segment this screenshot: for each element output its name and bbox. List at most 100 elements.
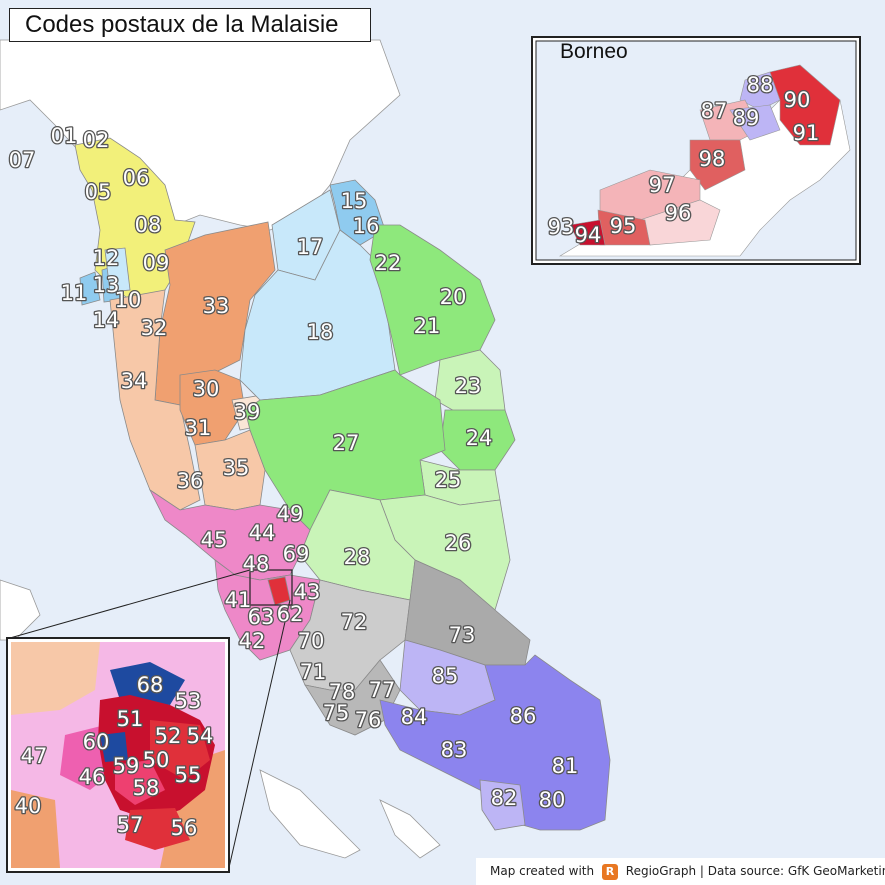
postal-label-01: 01 [51, 124, 78, 148]
postal-label-02: 02 [83, 128, 110, 152]
postal-label-12: 12 [93, 246, 120, 270]
land-thailand [0, 39, 401, 231]
postal-label-60: 60 [83, 730, 110, 754]
postal-label-11: 11 [61, 281, 88, 305]
postal-label-26: 26 [445, 531, 472, 555]
postal-label-05: 05 [85, 180, 112, 204]
postal-label-24: 24 [466, 426, 493, 450]
postal-label-43: 43 [294, 580, 321, 604]
postal-label-36: 36 [177, 469, 204, 493]
postal-label-82: 82 [491, 786, 518, 810]
postal-label-94: 94 [575, 223, 602, 247]
postal-label-31: 31 [185, 416, 212, 440]
peninsular-malaysia [74, 137, 611, 831]
inset-line-top [9, 569, 251, 639]
postal-label-69: 69 [283, 542, 310, 566]
postal-label-83: 83 [441, 738, 468, 762]
postal-label-56: 56 [171, 816, 198, 840]
postal-label-55: 55 [175, 763, 202, 787]
postal-label-71: 71 [300, 660, 327, 684]
postal-label-27: 27 [333, 431, 360, 455]
postal-label-09: 09 [143, 251, 170, 275]
postal-label-88: 88 [747, 73, 774, 97]
borneo-title: Borneo [560, 40, 628, 63]
inset-kuala-lumpur [6, 637, 230, 873]
postal-label-58: 58 [133, 776, 160, 800]
postal-label-80: 80 [539, 788, 566, 812]
postal-label-35: 35 [223, 456, 250, 480]
postal-label-98: 98 [699, 147, 726, 171]
postal-label-89: 89 [733, 106, 760, 130]
postal-label-44: 44 [249, 521, 276, 545]
postal-label-08: 08 [135, 213, 162, 237]
map-title: Codes postaux de la Malaisie [9, 8, 371, 42]
postal-label-59: 59 [113, 754, 140, 778]
postal-label-63: 63 [248, 605, 275, 629]
postal-label-51: 51 [117, 707, 144, 731]
postal-label-06: 06 [123, 166, 150, 190]
region-johor [379, 654, 611, 831]
postal-label-17: 17 [297, 235, 324, 259]
postal-label-93: 93 [548, 215, 575, 239]
postal-label-32: 32 [141, 316, 168, 340]
credit-prefix: Map created with [490, 864, 595, 878]
postal-label-13: 13 [93, 273, 120, 297]
land-islands [259, 769, 441, 859]
postal-label-49: 49 [277, 502, 304, 526]
postal-label-81: 81 [552, 754, 579, 778]
credit-bar: Map created with R RegioGraph | Data sou… [476, 858, 885, 885]
postal-label-95: 95 [610, 214, 637, 238]
postal-label-34: 34 [121, 369, 148, 393]
postal-label-96: 96 [665, 201, 692, 225]
postal-label-28: 28 [344, 545, 371, 569]
postal-label-75: 75 [323, 701, 350, 725]
inset-line-bottom [227, 599, 291, 873]
region-perak-west [109, 289, 201, 511]
postal-label-18: 18 [307, 320, 334, 344]
postal-label-53: 53 [175, 689, 202, 713]
postal-label-42: 42 [239, 629, 266, 653]
postal-label-52: 52 [155, 724, 182, 748]
postal-label-76: 76 [355, 708, 382, 732]
postal-label-85: 85 [432, 664, 459, 688]
region-selangor [148, 488, 311, 581]
region-82 [479, 779, 526, 831]
region-13 [104, 247, 131, 293]
postal-label-46: 46 [79, 765, 106, 789]
postal-label-15: 15 [341, 189, 368, 213]
postal-label-86: 86 [510, 704, 537, 728]
land-sumatra [0, 579, 41, 641]
postal-label-91: 91 [793, 121, 820, 145]
postal-label-90: 90 [784, 88, 811, 112]
region-33 [154, 221, 276, 406]
postal-label-21: 21 [414, 314, 441, 338]
postal-label-41: 41 [225, 588, 252, 612]
postal-label-39: 39 [234, 400, 261, 424]
postal-label-16: 16 [353, 214, 380, 238]
postal-label-70: 70 [298, 629, 325, 653]
postal-label-57: 57 [117, 813, 144, 837]
postal-label-54: 54 [187, 724, 214, 748]
postal-label-45: 45 [201, 528, 228, 552]
postal-label-47: 47 [21, 744, 48, 768]
postal-label-50: 50 [143, 748, 170, 772]
region-15-16 [329, 179, 386, 246]
postal-label-68: 68 [137, 673, 164, 697]
postal-label-78: 78 [329, 680, 356, 704]
regiograph-logo-icon: R [601, 863, 618, 880]
postal-label-30: 30 [193, 377, 220, 401]
postal-label-07: 07 [9, 148, 36, 172]
region-30-31 [179, 369, 246, 446]
postal-label-97: 97 [649, 173, 676, 197]
inset-source-box [249, 569, 293, 606]
postal-label-20: 20 [440, 285, 467, 309]
postal-label-40: 40 [15, 794, 42, 818]
postal-label-84: 84 [401, 705, 428, 729]
postal-label-87: 87 [701, 99, 728, 123]
postal-label-72: 72 [341, 610, 368, 634]
postal-label-10: 10 [115, 288, 142, 312]
postal-label-14: 14 [93, 308, 120, 332]
postal-label-62: 62 [277, 602, 304, 626]
